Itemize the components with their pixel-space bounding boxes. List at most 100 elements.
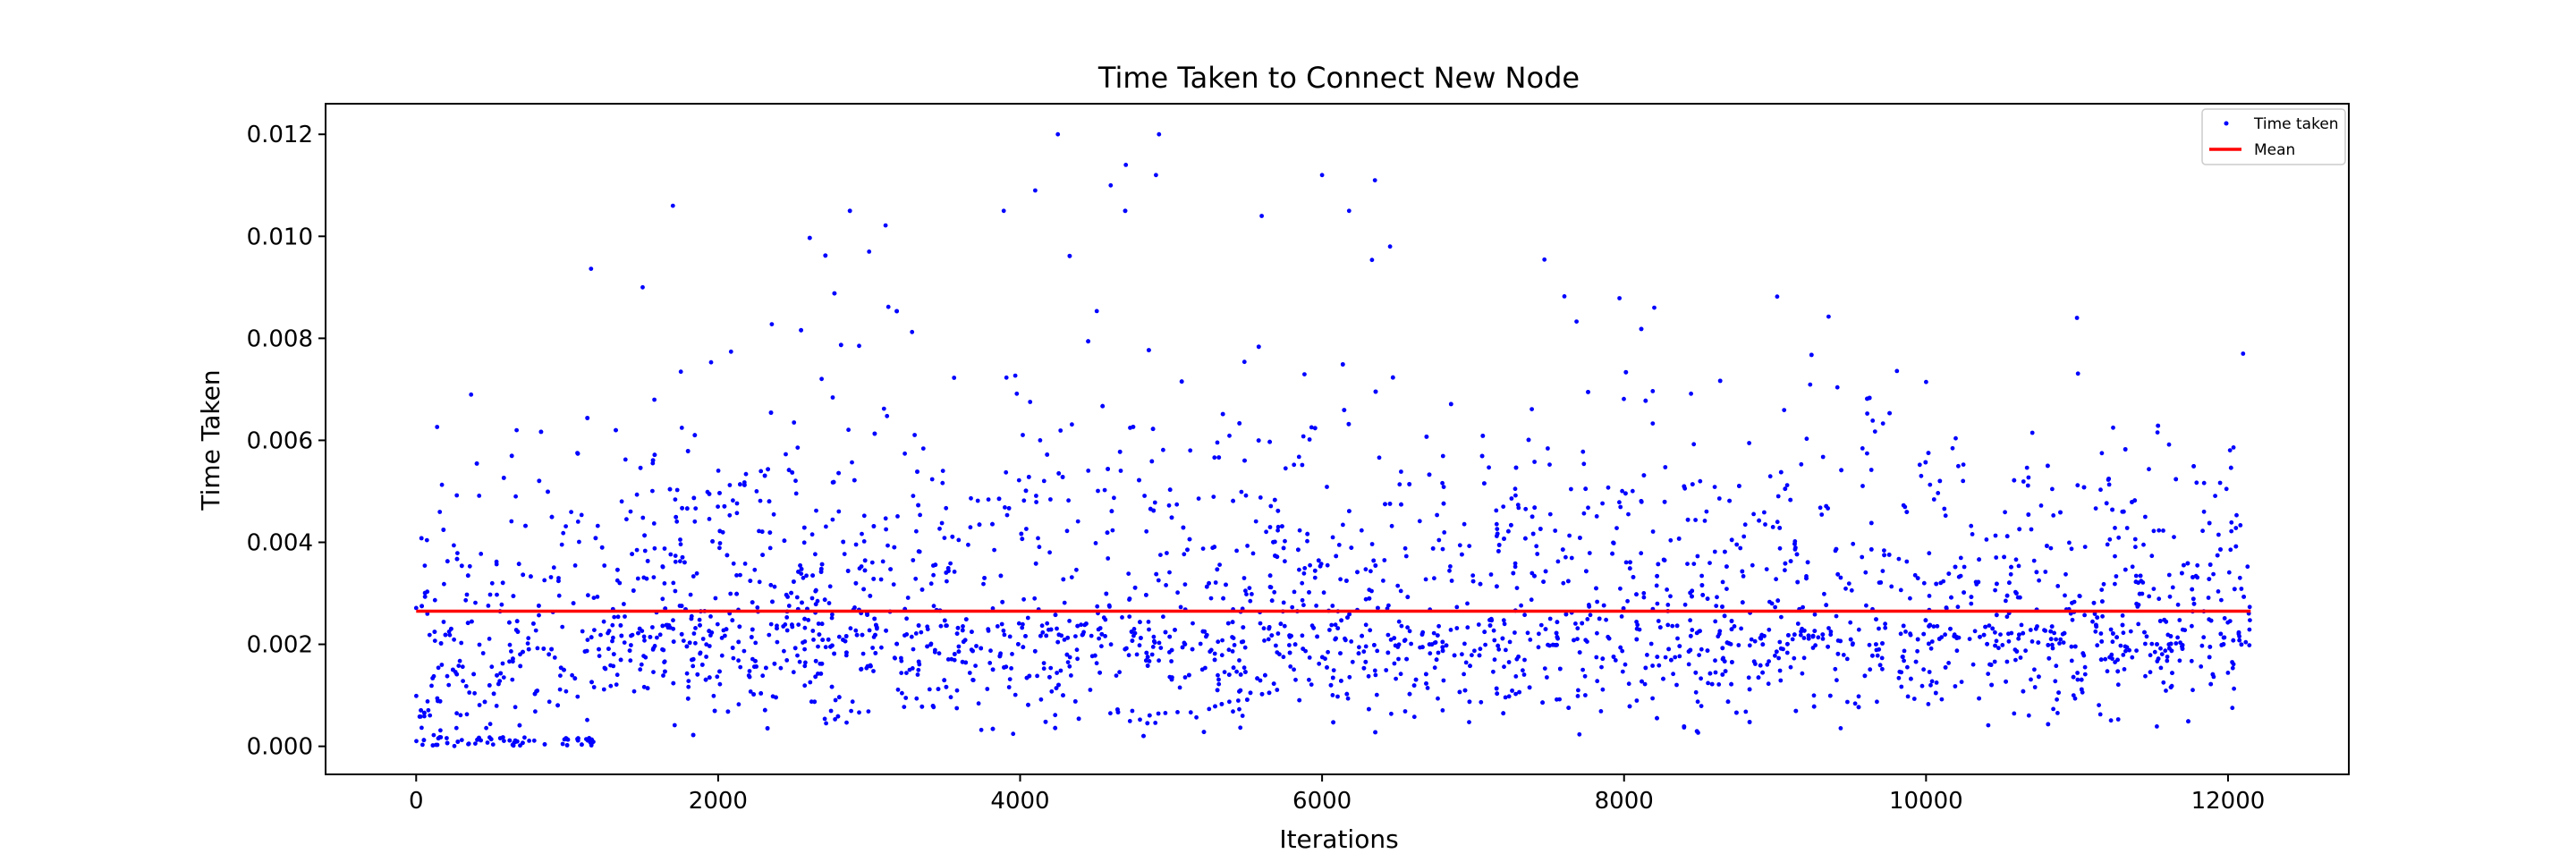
data-point (1216, 672, 1220, 678)
data-point (1942, 506, 1947, 511)
data-point (1685, 562, 1690, 566)
data-point (2166, 572, 2172, 578)
data-point (1055, 639, 1061, 645)
data-point (445, 736, 449, 740)
data-point (650, 458, 656, 463)
data-point (421, 738, 427, 743)
data-point (614, 427, 618, 433)
data-point (1611, 540, 1615, 545)
data-point (1013, 692, 1018, 697)
data-point (642, 548, 648, 554)
data-point (1543, 627, 1548, 631)
data-point (2100, 613, 2106, 619)
data-point (1594, 655, 1599, 660)
data-point (1120, 615, 1124, 620)
data-point (2048, 629, 2054, 634)
data-point (1777, 668, 1783, 673)
data-point (2155, 724, 2159, 729)
data-point (441, 620, 446, 624)
data-point (1657, 663, 1662, 668)
data-point (1984, 537, 1989, 542)
data-point (1641, 595, 1647, 600)
data-point (526, 636, 531, 641)
data-point (2151, 528, 2157, 534)
y-tick-label: 0.012 (247, 122, 313, 148)
data-point (975, 498, 980, 503)
data-point (608, 683, 614, 689)
data-point (446, 682, 452, 688)
data-point (1513, 465, 1519, 470)
data-point (1962, 564, 1967, 570)
data-point (2248, 618, 2252, 622)
data-point (2161, 528, 2165, 533)
data-point (1287, 650, 1292, 655)
data-point (961, 639, 966, 645)
data-point (1311, 625, 1316, 630)
data-point (1238, 725, 1243, 731)
data-point (900, 690, 904, 696)
data-point (592, 628, 597, 632)
data-point (2185, 561, 2190, 566)
data-point (911, 558, 916, 562)
data-point (1874, 617, 1878, 621)
data-point (1801, 628, 1807, 633)
data-point (1094, 661, 1099, 666)
data-point (432, 638, 437, 643)
data-point (1372, 668, 1377, 673)
data-point (1204, 632, 1209, 638)
data-point (769, 322, 775, 326)
data-point (580, 629, 585, 634)
data-point (1806, 636, 1811, 641)
data-point (1435, 633, 1440, 638)
data-point (422, 590, 428, 596)
data-point (1856, 694, 1861, 699)
data-point (1956, 574, 1962, 579)
data-point (1219, 702, 1224, 706)
data-point (1357, 645, 1361, 650)
data-point (1147, 627, 1151, 632)
data-point (1433, 640, 1438, 645)
data-point (913, 576, 919, 581)
data-point (936, 651, 942, 656)
data-point (2201, 509, 2207, 514)
data-point (1700, 593, 1706, 597)
data-point (1368, 628, 1373, 633)
data-point (1344, 691, 1350, 697)
data-point (671, 618, 675, 623)
data-point (417, 714, 422, 719)
data-point (1575, 637, 1580, 641)
data-point (1720, 672, 1725, 677)
data-point (1245, 544, 1250, 548)
data-point (615, 567, 620, 572)
data-point (1950, 445, 1955, 451)
data-point (572, 676, 578, 681)
data-point (537, 613, 541, 618)
data-point (589, 266, 594, 271)
data-point (1782, 408, 1787, 412)
data-point (2009, 630, 2014, 636)
data-point (872, 431, 877, 436)
data-point (999, 621, 1004, 627)
data-point (929, 477, 935, 482)
data-point (2245, 564, 2250, 570)
data-point (1182, 675, 1188, 680)
data-point (2075, 483, 2080, 488)
data-point (564, 524, 568, 528)
data-point (1444, 643, 1449, 648)
data-point (619, 499, 624, 504)
data-point (1064, 528, 1070, 534)
data-point (1778, 469, 1784, 475)
data-point (1804, 436, 1809, 442)
data-point (1319, 173, 1325, 178)
data-point (985, 687, 990, 691)
data-point (1462, 521, 1467, 527)
data-point (1127, 719, 1132, 723)
data-point (1049, 689, 1055, 694)
data-point (2006, 638, 2012, 644)
data-point (1156, 711, 1161, 716)
data-point (1430, 546, 1436, 551)
data-point (1868, 520, 1874, 526)
data-point (1904, 510, 1910, 514)
data-point (1561, 580, 1566, 586)
data-point (1521, 668, 1525, 673)
